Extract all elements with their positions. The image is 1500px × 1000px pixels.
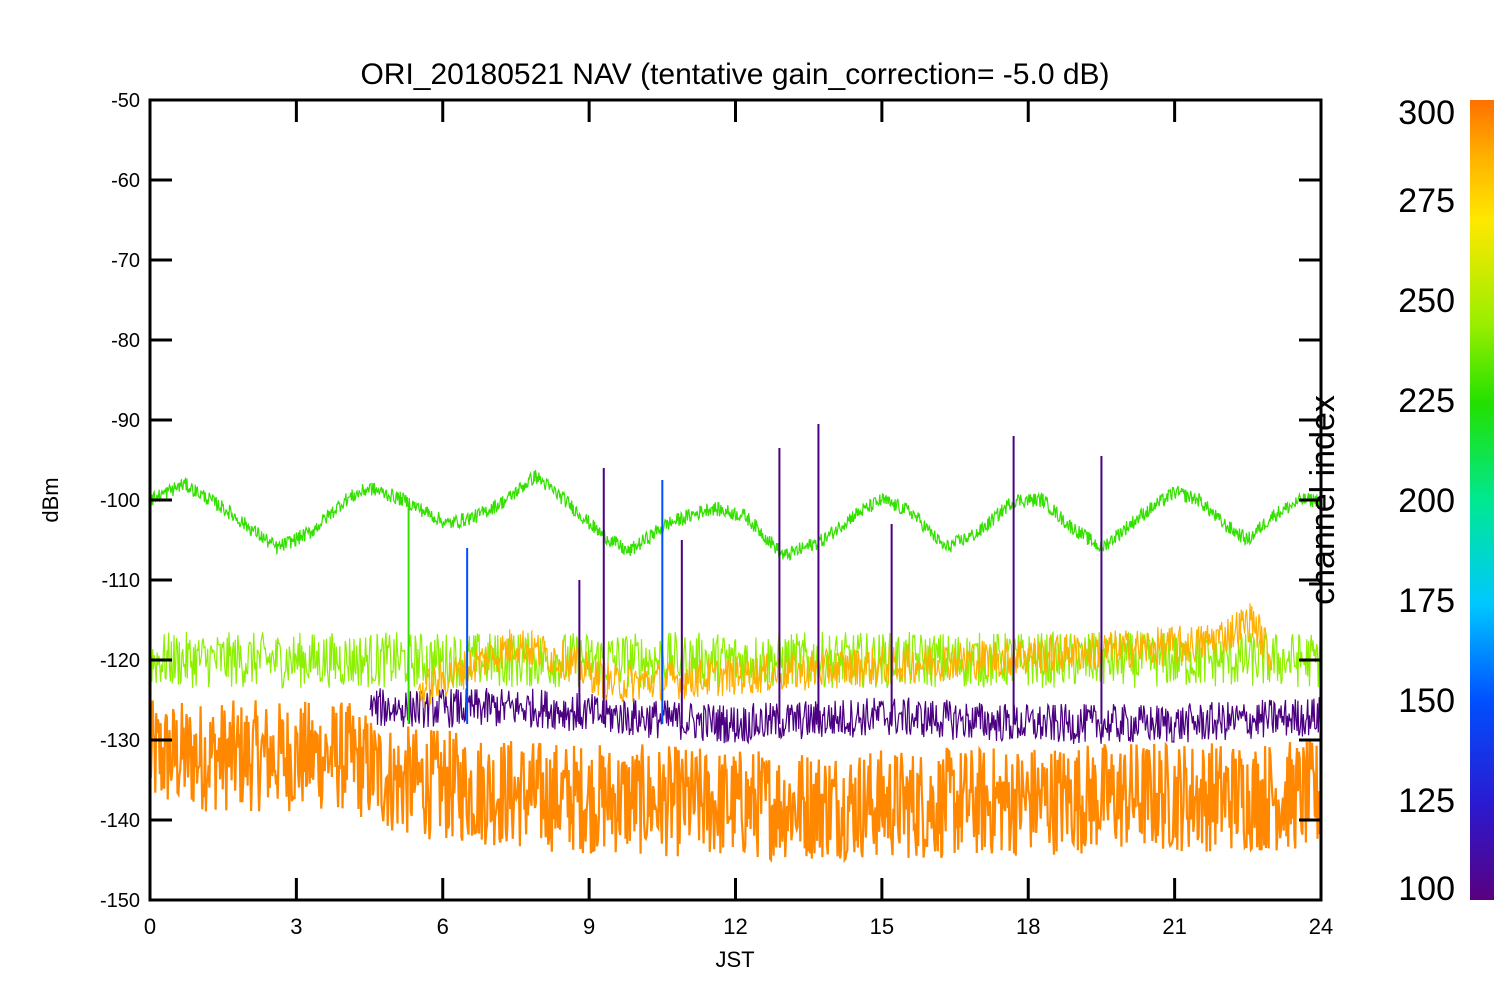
y-axis: -50 -60 -70 -80 -90 -100 -110 -120 -130 -140 -150 bbox=[100, 90, 1321, 912]
series-line-ch260 bbox=[150, 630, 1321, 690]
series-line-ch280 bbox=[417, 603, 1273, 708]
y-tick-label: -90 bbox=[111, 410, 140, 432]
x-axis: 0 3 6 9 12 15 18 21 24 bbox=[144, 100, 1333, 939]
colorbar-tick-label: 275 bbox=[1398, 182, 1455, 220]
y-tick-label: -70 bbox=[111, 250, 140, 272]
y-tick-label: -120 bbox=[100, 650, 140, 672]
noise-bands bbox=[150, 469, 1321, 864]
y-tick-label: -100 bbox=[100, 490, 140, 512]
colorbar-tick-label: 150 bbox=[1398, 682, 1455, 720]
x-tick-label: 6 bbox=[437, 914, 449, 939]
spike-layer bbox=[407, 424, 1103, 724]
y-tick-label: -110 bbox=[101, 570, 140, 592]
y-tick-label: -150 bbox=[100, 890, 140, 912]
series-line-ch110 bbox=[369, 687, 1321, 745]
x-tick-label: 9 bbox=[583, 914, 595, 939]
plot-area bbox=[150, 424, 1321, 864]
colorbar-tick-label: 100 bbox=[1398, 870, 1455, 908]
colorbar-label: channel index bbox=[1304, 395, 1342, 605]
colorbar-tick-label: 125 bbox=[1398, 782, 1455, 820]
colorbar-tick-label: 250 bbox=[1398, 282, 1455, 320]
colorbar-tick-label: 175 bbox=[1398, 582, 1455, 620]
x-axis-label: JST bbox=[715, 947, 754, 972]
series-line-ch290 bbox=[150, 700, 1321, 864]
colorbar bbox=[1470, 100, 1494, 900]
chart-title: ORI_20180521 NAV (tentative gain_correct… bbox=[360, 58, 1109, 91]
colorbar-ticks: 100 125 150 175 200 225 250 275 300 bbox=[1398, 94, 1455, 908]
colorbar-tick-label: 200 bbox=[1398, 482, 1455, 520]
x-tick-label: 15 bbox=[870, 914, 894, 939]
x-tick-label: 12 bbox=[723, 914, 747, 939]
y-tick-label: -60 bbox=[111, 170, 140, 192]
x-tick-label: 24 bbox=[1309, 914, 1333, 939]
series-line-ch230 bbox=[150, 469, 1321, 562]
x-tick-label: 3 bbox=[290, 914, 302, 939]
y-tick-label: -80 bbox=[111, 330, 140, 352]
y-axis-label: dBm bbox=[38, 477, 63, 522]
colorbar-tick-label: 300 bbox=[1398, 94, 1455, 132]
y-tick-label: -130 bbox=[100, 730, 140, 752]
y-tick-label: -140 bbox=[100, 810, 140, 832]
y-tick-label: -50 bbox=[111, 90, 140, 112]
x-tick-label: 18 bbox=[1016, 914, 1040, 939]
colorbar-tick-label: 225 bbox=[1398, 382, 1455, 420]
x-tick-label: 21 bbox=[1162, 914, 1186, 939]
x-tick-label: 0 bbox=[144, 914, 156, 939]
